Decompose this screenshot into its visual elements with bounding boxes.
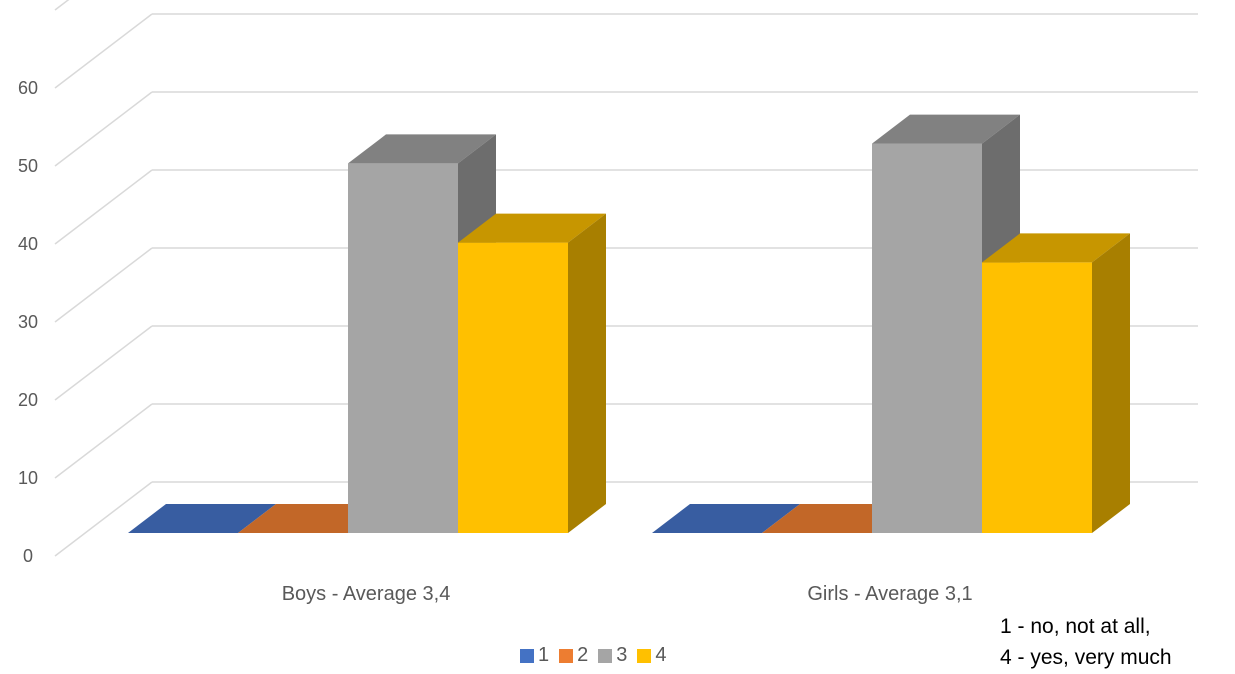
gridline-side [54, 403, 153, 479]
bar [458, 213, 606, 533]
bar [982, 233, 1130, 533]
bar-top [872, 114, 1020, 144]
bars [128, 114, 1130, 533]
legend-label: 2 [577, 644, 589, 666]
bar-side [1092, 233, 1130, 533]
y-tick-label: 50 [18, 156, 38, 176]
y-tick-label: 10 [18, 468, 38, 488]
legend: 1 2 3 4 [520, 644, 667, 667]
bar-top [458, 213, 606, 243]
bar-front [982, 262, 1092, 533]
gridline-side [54, 325, 153, 401]
gridlines [54, 0, 1198, 557]
legend-item: 1 [520, 644, 549, 667]
scale-note: 1 - no, not at all, 4 - yes, very much [1000, 611, 1172, 673]
x-category-label: Boys - Average 3,4 [282, 583, 451, 605]
bar-top [652, 504, 800, 533]
legend-item: 4 [637, 644, 667, 667]
bar-top [348, 134, 496, 164]
gridline-side [54, 481, 153, 557]
bar-top [982, 233, 1130, 263]
gridline-side [54, 169, 153, 245]
x-category-label: Girls - Average 3,1 [807, 583, 972, 605]
legend-swatch [520, 648, 534, 663]
legend-label: 4 [655, 644, 667, 666]
bar [652, 504, 800, 533]
y-tick-label: 60 [18, 78, 38, 98]
y-axis-ticks: 0 10 20 30 40 50 60 [18, 78, 38, 566]
bar-side [568, 213, 606, 533]
bar-front [458, 242, 568, 533]
y-tick-label: 20 [18, 390, 38, 410]
gridline-side [54, 91, 153, 167]
scale-note-line-1: 1 - no, not at all, [1000, 615, 1151, 638]
legend-swatch [637, 648, 652, 663]
bar [128, 504, 276, 533]
gridline-side [54, 247, 153, 323]
bar-front [872, 143, 982, 533]
y-tick-label: 30 [18, 312, 38, 332]
y-tick-label: 0 [23, 546, 33, 566]
bar-top [128, 504, 276, 533]
gridline-side [54, 13, 153, 89]
legend-item: 3 [598, 644, 627, 667]
x-axis-categories: Boys - Average 3,4 Girls - Average 3,1 [282, 583, 973, 605]
legend-item: 2 [559, 644, 588, 667]
legend-swatch [598, 648, 613, 663]
gridline-side [54, 0, 70, 11]
legend-swatch [559, 648, 574, 663]
scale-note-line-2: 4 - yes, very much [1000, 646, 1172, 669]
bar-front [348, 163, 458, 533]
y-tick-label: 40 [18, 234, 38, 254]
legend-label: 1 [538, 644, 550, 666]
legend-label: 3 [616, 644, 628, 666]
